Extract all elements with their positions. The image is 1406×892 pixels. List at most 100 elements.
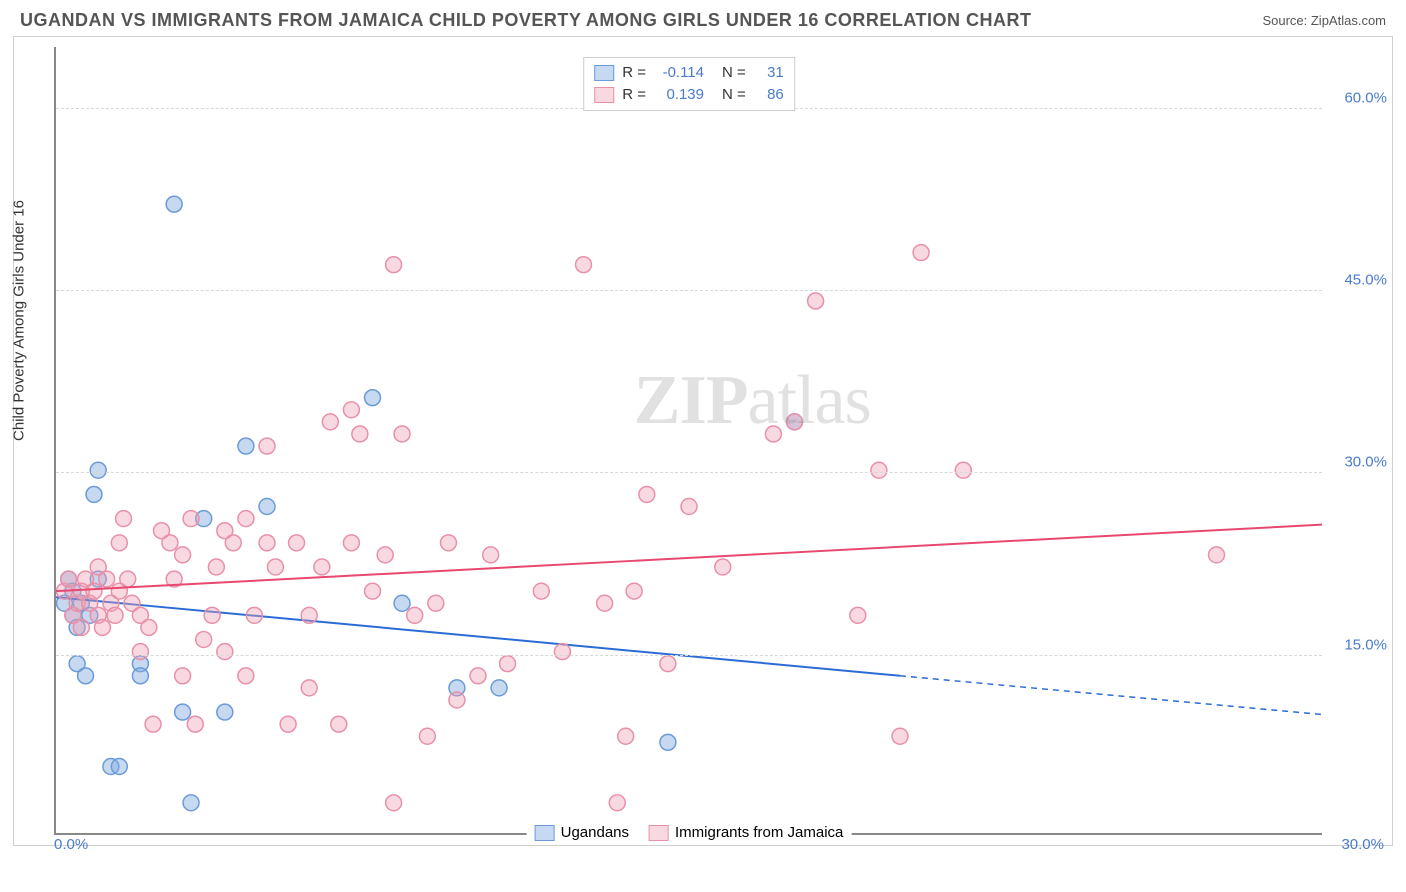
data-point bbox=[440, 535, 456, 551]
data-point bbox=[208, 559, 224, 575]
data-point bbox=[141, 619, 157, 635]
data-point bbox=[86, 583, 102, 599]
data-point bbox=[175, 704, 191, 720]
data-point bbox=[259, 535, 275, 551]
data-point bbox=[913, 245, 929, 261]
data-point bbox=[175, 547, 191, 563]
data-point bbox=[639, 486, 655, 502]
correlation-legend: R = -0.114 N = 31 R = 0.139 N = 86 bbox=[583, 57, 795, 111]
gridline bbox=[56, 472, 1322, 473]
legend-swatch bbox=[594, 87, 614, 103]
data-point bbox=[94, 619, 110, 635]
data-point bbox=[196, 632, 212, 648]
data-point bbox=[407, 607, 423, 623]
series-legend: Ugandans Immigrants from Jamaica bbox=[527, 824, 852, 841]
gridline bbox=[56, 290, 1322, 291]
data-point bbox=[225, 535, 241, 551]
legend-item: Immigrants from Jamaica bbox=[649, 824, 843, 841]
data-point bbox=[483, 547, 499, 563]
data-point bbox=[394, 595, 410, 611]
data-point bbox=[419, 728, 435, 744]
data-point bbox=[289, 535, 305, 551]
scatter-svg bbox=[56, 47, 1322, 833]
data-point bbox=[267, 559, 283, 575]
data-point bbox=[99, 571, 115, 587]
y-tick-label: 60.0% bbox=[1344, 89, 1387, 106]
y-tick-label: 45.0% bbox=[1344, 272, 1387, 289]
data-point bbox=[609, 795, 625, 811]
y-axis-label: Child Poverty Among Girls Under 16 bbox=[11, 200, 28, 441]
data-point bbox=[597, 595, 613, 611]
data-point bbox=[111, 535, 127, 551]
trend-line-dashed bbox=[900, 676, 1322, 715]
x-tick-label: 30.0% bbox=[1341, 836, 1384, 853]
data-point bbox=[301, 607, 317, 623]
gridline bbox=[56, 655, 1322, 656]
data-point bbox=[259, 438, 275, 454]
data-point bbox=[955, 462, 971, 478]
data-point bbox=[533, 583, 549, 599]
data-point bbox=[61, 571, 77, 587]
data-point bbox=[73, 619, 89, 635]
data-point bbox=[1209, 547, 1225, 563]
data-point bbox=[808, 293, 824, 309]
data-point bbox=[217, 704, 233, 720]
legend-n-value: 86 bbox=[754, 84, 784, 106]
legend-row: R = -0.114 N = 31 bbox=[594, 62, 784, 84]
data-point bbox=[365, 583, 381, 599]
y-tick-label: 15.0% bbox=[1344, 636, 1387, 653]
legend-swatch bbox=[535, 825, 555, 841]
data-point bbox=[238, 668, 254, 684]
data-point bbox=[162, 535, 178, 551]
trend-line bbox=[56, 525, 1322, 592]
data-point bbox=[491, 680, 507, 696]
data-point bbox=[394, 426, 410, 442]
legend-swatch bbox=[594, 65, 614, 81]
data-point bbox=[259, 499, 275, 515]
data-point bbox=[618, 728, 634, 744]
data-point bbox=[238, 511, 254, 527]
data-point bbox=[280, 716, 296, 732]
legend-n-value: 31 bbox=[754, 62, 784, 84]
data-point bbox=[132, 644, 148, 660]
legend-swatch bbox=[649, 825, 669, 841]
data-point bbox=[175, 668, 191, 684]
data-point bbox=[217, 644, 233, 660]
legend-series-name: Ugandans bbox=[561, 824, 629, 841]
data-point bbox=[322, 414, 338, 430]
data-point bbox=[765, 426, 781, 442]
data-point bbox=[314, 559, 330, 575]
chart-container: Child Poverty Among Girls Under 16 ZIPat… bbox=[13, 36, 1393, 846]
data-point bbox=[470, 668, 486, 684]
data-point bbox=[90, 462, 106, 478]
data-point bbox=[660, 734, 676, 750]
data-point bbox=[428, 595, 444, 611]
x-tick-label: 0.0% bbox=[54, 836, 88, 853]
legend-item: Ugandans bbox=[535, 824, 629, 841]
data-point bbox=[576, 257, 592, 273]
data-point bbox=[681, 499, 697, 515]
data-point bbox=[715, 559, 731, 575]
y-tick-label: 30.0% bbox=[1344, 454, 1387, 471]
data-point bbox=[132, 668, 148, 684]
legend-n-label: N = bbox=[722, 84, 746, 106]
data-point bbox=[301, 680, 317, 696]
data-point bbox=[183, 795, 199, 811]
legend-r-label: R = bbox=[622, 62, 646, 84]
legend-r-label: R = bbox=[622, 84, 646, 106]
data-point bbox=[204, 607, 220, 623]
legend-r-value: -0.114 bbox=[654, 62, 704, 84]
data-point bbox=[892, 728, 908, 744]
data-point bbox=[365, 390, 381, 406]
data-point bbox=[111, 759, 127, 775]
data-point bbox=[238, 438, 254, 454]
data-point bbox=[871, 462, 887, 478]
data-point bbox=[343, 402, 359, 418]
data-point bbox=[120, 571, 136, 587]
data-point bbox=[500, 656, 516, 672]
plot-area: ZIPatlas R = -0.114 N = 31 R = 0.139 N =… bbox=[54, 47, 1322, 835]
data-point bbox=[86, 486, 102, 502]
data-point bbox=[850, 607, 866, 623]
data-point bbox=[787, 414, 803, 430]
data-point bbox=[386, 257, 402, 273]
